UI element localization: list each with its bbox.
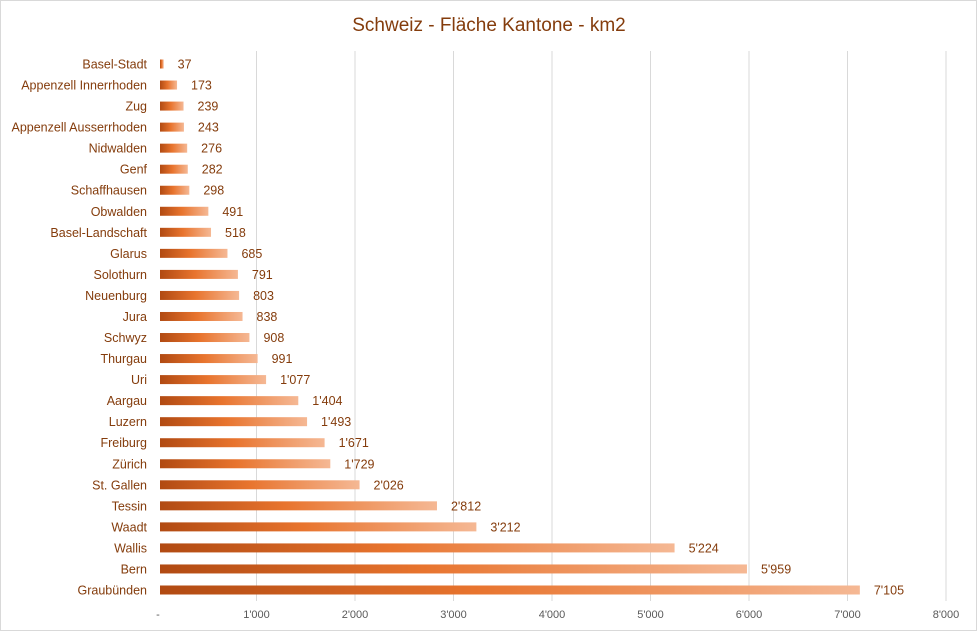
data-label: 243	[198, 121, 219, 135]
data-label: 2'026	[374, 478, 404, 492]
bar	[160, 438, 325, 448]
x-axis-tick-labels: - 1'000 2'000 3'000 4'000 5'000 6'000 7'000 8'00…	[156, 609, 959, 621]
tick-label: 8'000	[933, 609, 960, 621]
category-label: Basel-Stadt	[82, 58, 147, 72]
category-label: Aargau	[107, 394, 147, 408]
bar	[160, 143, 188, 153]
data-label: 239	[198, 100, 219, 114]
data-label: 1'729	[344, 457, 374, 471]
bar	[160, 248, 228, 258]
bar	[160, 354, 258, 364]
category-label: Appenzell Innerrhoden	[21, 79, 147, 93]
data-label: 3'212	[490, 520, 520, 534]
category-label: Freiburg	[100, 436, 147, 450]
category-label: Tessin	[112, 499, 147, 513]
category-label: Thurgau	[100, 352, 147, 366]
bar	[160, 80, 178, 90]
category-label: Jura	[123, 310, 147, 324]
bar	[160, 59, 164, 69]
bars	[160, 59, 860, 595]
bar	[160, 459, 331, 469]
bar	[160, 396, 299, 406]
data-label: 791	[252, 268, 273, 282]
bar	[160, 164, 188, 174]
bar	[160, 564, 747, 574]
data-label: 803	[253, 289, 274, 303]
data-label: 1'077	[280, 373, 310, 387]
category-label: Neuenburg	[85, 289, 147, 303]
data-label: 685	[241, 247, 262, 261]
data-label: 276	[201, 142, 222, 156]
data-label: 7'105	[874, 584, 904, 598]
tick-label: 3'000	[440, 609, 467, 621]
bar	[160, 269, 238, 279]
category-label: Luzern	[109, 415, 147, 429]
value-labels: 37 173 239 243 276 282 298 491 518 685 791 803 838 90…	[178, 58, 904, 598]
category-label: Waadt	[111, 520, 147, 534]
category-label: Zug	[125, 100, 147, 114]
data-label: 5'959	[761, 562, 791, 576]
data-label: 282	[202, 163, 223, 177]
data-label: 173	[191, 79, 212, 93]
category-label: Uri	[131, 373, 147, 387]
category-label: Appenzell Ausserrhoden	[11, 121, 147, 135]
category-label: St. Gallen	[92, 478, 147, 492]
category-label: Schwyz	[104, 331, 147, 345]
category-label: Solothurn	[93, 268, 147, 282]
category-label: Bern	[121, 562, 147, 576]
category-label: Genf	[120, 163, 148, 177]
category-label: Glarus	[110, 247, 147, 261]
bar	[160, 206, 209, 216]
bar	[160, 522, 477, 532]
category-label: Schaffhausen	[71, 184, 147, 198]
category-label: Wallis	[114, 541, 147, 555]
tick-label: 6'000	[736, 609, 763, 621]
tick-label: 5'000	[637, 609, 664, 621]
bar	[160, 290, 240, 300]
tick-label: 1'000	[243, 609, 270, 621]
data-label: 838	[257, 310, 278, 324]
bar	[160, 227, 212, 237]
bar	[160, 417, 308, 427]
data-label: 5'224	[689, 541, 719, 555]
gridlines	[256, 51, 947, 601]
category-label: Basel-Landschaft	[50, 226, 147, 240]
data-label: 1'671	[339, 436, 369, 450]
data-label: 37	[178, 58, 192, 72]
category-label: Zürich	[112, 457, 147, 471]
data-label: 298	[203, 184, 224, 198]
category-label: Nidwalden	[89, 142, 147, 156]
chart-title: Schweiz - Fläche Kantone - km2	[352, 15, 626, 36]
bar	[160, 101, 184, 111]
data-label: 908	[263, 331, 284, 345]
tick-label: 2'000	[342, 609, 369, 621]
data-label: 1'404	[312, 394, 342, 408]
bar	[160, 185, 190, 195]
bar	[160, 501, 437, 511]
bar	[160, 311, 243, 321]
tick-label: 4'000	[539, 609, 566, 621]
data-label: 2'812	[451, 499, 481, 513]
tick-label: 7'000	[834, 609, 861, 621]
data-label: 1'493	[321, 415, 351, 429]
data-label: 991	[272, 352, 293, 366]
data-label: 518	[225, 226, 246, 240]
bar	[160, 122, 184, 132]
category-labels: Basel-Stadt Appenzell Innerrhoden Zug Appen…	[11, 58, 147, 598]
tick-label: -	[156, 609, 160, 621]
bar	[160, 480, 360, 490]
category-label: Obwalden	[91, 205, 147, 219]
bar	[160, 585, 860, 595]
bar	[160, 375, 267, 385]
data-label: 491	[222, 205, 243, 219]
bar	[160, 333, 250, 343]
bar	[160, 543, 675, 553]
category-label: Graubünden	[77, 584, 147, 598]
